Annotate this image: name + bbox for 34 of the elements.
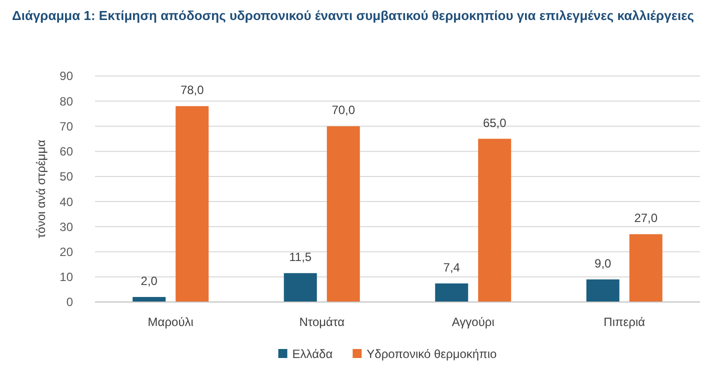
x-tick-label: Αγγούρι <box>452 315 495 329</box>
bar <box>435 283 468 302</box>
y-tick-label: 80 <box>60 94 74 108</box>
y-tick-label: 30 <box>60 220 74 234</box>
bar <box>478 138 512 302</box>
bar <box>326 126 360 302</box>
data-label: 70,0 <box>332 103 356 118</box>
bar <box>586 279 620 302</box>
x-tick-label: Μαρούλι <box>148 315 194 329</box>
x-tick-label: Ντομάτα <box>299 315 345 329</box>
y-tick-label: 70 <box>60 119 74 134</box>
y-tick-label: 90 <box>60 69 74 84</box>
y-tick-label: 20 <box>60 244 74 259</box>
y-tick-label: 60 <box>60 144 74 159</box>
data-label: 65,0 <box>482 116 507 130</box>
bar <box>284 273 317 302</box>
bar <box>176 106 209 302</box>
legend-label: Ελλάδα <box>292 347 333 362</box>
y-axis-title: τόνοι ανά στρέμμα <box>34 140 48 238</box>
data-label: 7,4 <box>443 260 460 274</box>
bar <box>132 296 166 302</box>
y-tick-label: 10 <box>60 270 74 284</box>
chart-title: Διάγραμμα 1: Εκτίμηση απόδοσης υδροπονικού έναντι συμβατικού θερμοκηπίου για επιλεγμένες καλλιέργειες <box>12 8 694 23</box>
data-label: 11,5 <box>289 250 312 264</box>
data-label: 2,0 <box>140 274 158 288</box>
data-label: 78,0 <box>180 83 204 98</box>
y-tick-label: 40 <box>60 194 74 209</box>
legend-label: Υδροπονικό θερμοκήπιο <box>366 347 498 362</box>
bar <box>629 234 662 302</box>
y-tick-label: 50 <box>60 170 74 184</box>
data-label: 9,0 <box>594 256 612 270</box>
x-tick-label: Πιπεριά <box>604 315 646 329</box>
data-label: 27,0 <box>634 211 658 226</box>
y-tick-label: 0 <box>66 295 74 310</box>
